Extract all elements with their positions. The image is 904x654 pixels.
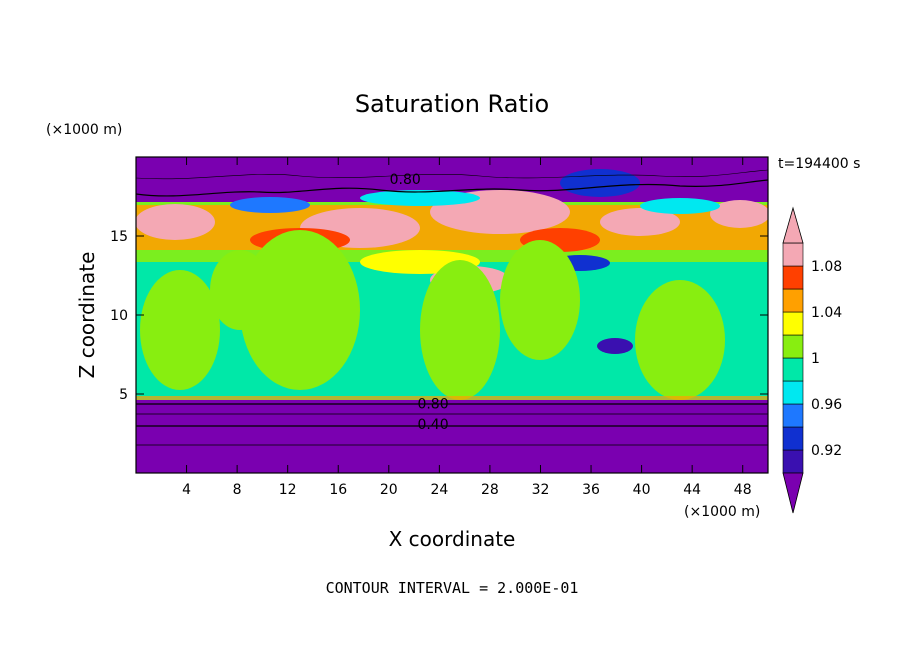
field-blob-0 [136,204,215,240]
green-plume-0 [140,270,220,390]
colorbar-swatch-1 [782,426,804,451]
x-tick-label-7: 32 [532,482,550,498]
x-tick-label-4: 20 [380,482,398,498]
time-label: t=194400 s [778,156,860,172]
x-tick-label-8: 36 [582,482,600,498]
colorbar-tick-label-3: 1.04 [811,305,842,321]
colorbar-swatch-5 [782,334,804,359]
y-axis-label: Z coordinate [75,252,99,379]
x-tick-label-11: 48 [734,482,752,498]
y-unit-label: (×1000 m) [46,122,122,138]
contour-interval-footer: CONTOUR INTERVAL = 2.000E-01 [326,579,579,597]
chart-title: Saturation Ratio [355,90,549,118]
x-tick-label-2: 12 [279,482,297,498]
base-moist-line [136,396,768,400]
field-blob-10 [230,197,310,213]
colorbar-tick-label-4: 1.08 [811,259,842,275]
field-blob-11 [640,198,720,214]
colorbar-swatch-0 [782,449,804,474]
green-plume-3 [500,240,580,360]
contour-label-1: 0.80 [417,396,448,412]
colorbar-tick-label-0: 0.92 [811,443,842,459]
x-tick-label-10: 44 [683,482,701,498]
colorbar-swatch-2 [782,403,804,428]
colorbar-tick-label-2: 1 [811,351,820,367]
x-tick-label-5: 24 [430,482,448,498]
x-tick-label-9: 40 [633,482,651,498]
field-blob-13 [597,338,633,354]
y-tick-label-1: 10 [110,308,128,324]
colorbar-tick-label-1: 0.96 [811,397,842,413]
field-blob-8 [560,169,640,197]
colorbar-swatch-7 [782,288,804,313]
field-blob-9 [360,190,480,206]
heatmap-field [136,157,768,473]
colorbar-swatch-3 [782,380,804,405]
x-tick-label-0: 4 [182,482,191,498]
y-tick-label-0: 5 [119,387,128,403]
field-blob-4 [710,200,768,228]
green-plume-5 [210,250,270,330]
field-blob-3 [600,208,680,236]
colorbar: 0.92 0.96 1 1.04 1.08 [782,206,842,514]
contour-label-0: 0.80 [390,172,421,188]
y-tick-label-2: 15 [110,229,128,245]
lower-dry-layer [136,400,768,473]
contour-label-2: 0.40 [417,417,448,433]
x-unit-label: (×1000 m) [684,504,760,520]
x-tick-label-6: 28 [481,482,499,498]
colorbar-top-arrow [782,206,804,244]
x-tick-label-3: 16 [329,482,347,498]
green-plume-2 [420,260,500,400]
colorbar-bottom-arrow [782,472,804,514]
contour-upper-080 [136,179,768,197]
green-plume-4 [635,280,725,400]
contour-upper-fine [136,169,768,180]
colorbar-swatch-9 [782,242,804,267]
x-tick-label-1: 8 [233,482,242,498]
colorbar-swatch-6 [782,311,804,336]
x-axis-label: X coordinate [389,527,516,551]
colorbar-swatch-8 [782,265,804,290]
colorbar-swatch-4 [782,357,804,382]
green-plume-1 [240,230,360,390]
